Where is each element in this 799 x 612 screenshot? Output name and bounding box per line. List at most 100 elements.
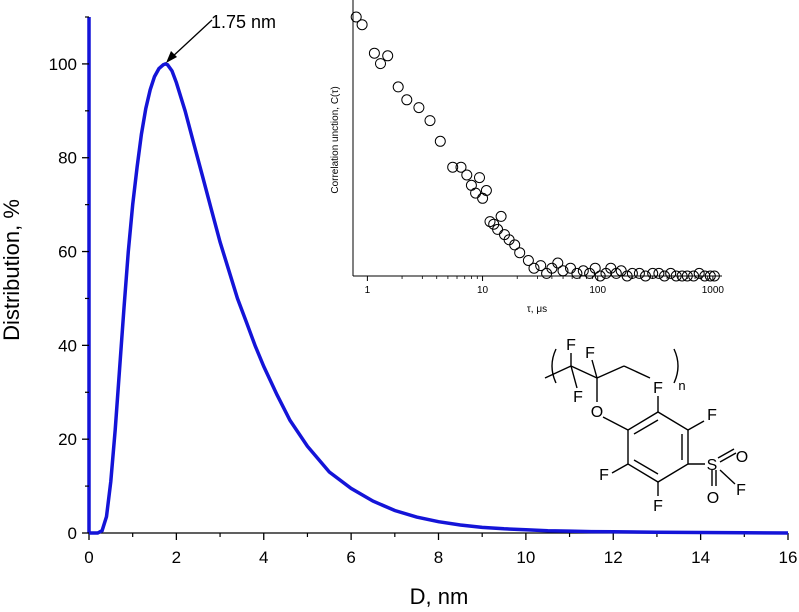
y-tick-label: 40 xyxy=(58,336,77,355)
inset-data-point xyxy=(665,267,677,279)
inset-data-point xyxy=(392,81,404,93)
label-ring-f-left: F xyxy=(599,467,609,484)
inset-data-point xyxy=(424,115,436,127)
ring-double-1 xyxy=(633,419,659,435)
inset-data-point xyxy=(461,169,473,181)
inset-data-point xyxy=(470,187,482,199)
inset-data-point xyxy=(477,192,489,204)
inset-data-point xyxy=(447,161,459,173)
inset-data-point xyxy=(577,265,589,277)
inset-data-point xyxy=(465,179,477,191)
inset-axes xyxy=(352,0,722,277)
inset-data-point xyxy=(480,185,492,196)
inset-data-point xyxy=(495,210,507,222)
inset-data-point xyxy=(368,47,380,59)
inset-data-point xyxy=(541,267,553,279)
x-tick-label: 8 xyxy=(434,548,443,567)
inset-data-point xyxy=(647,267,659,279)
y-axis-label: Distribution, % xyxy=(0,199,24,341)
left-bracket xyxy=(551,348,557,384)
inset-data-point xyxy=(693,267,705,279)
inset-x-tick-label: 1 xyxy=(365,285,371,296)
backbone-bond-1 xyxy=(544,365,572,379)
bond-s-o1-b xyxy=(719,452,737,463)
x-tick-label: 2 xyxy=(172,548,181,567)
peak-annotation: 1.75 nm xyxy=(166,12,276,63)
bond-ring-f-right xyxy=(687,420,705,431)
inset-data-point xyxy=(688,270,700,282)
x-tick-label: 14 xyxy=(691,548,710,567)
inset-data-point xyxy=(535,260,547,272)
inset-data-point xyxy=(557,265,569,277)
inset-data-point xyxy=(350,11,362,23)
inset-points xyxy=(350,11,720,282)
inset-data-point xyxy=(552,257,564,269)
label-f-bottom: F xyxy=(573,389,583,406)
y-tick-label: 100 xyxy=(49,55,77,74)
inset-data-point xyxy=(571,267,583,279)
x-tick-label: 12 xyxy=(604,548,623,567)
bond-f2 xyxy=(591,359,598,379)
x-tick-label: 6 xyxy=(346,548,355,567)
peak-annotation-text: 1.75 nm xyxy=(211,12,276,32)
main-axes xyxy=(87,17,788,534)
inset-data-point xyxy=(401,94,413,106)
inset-data-point xyxy=(626,267,638,279)
label-oxygen: O xyxy=(591,404,603,421)
bond-s-f xyxy=(719,469,736,485)
main-ticks: 0 2 4 6 8 10 12 14 16 0 20 40 60 80 100 xyxy=(49,16,798,567)
y-tick-label: 0 xyxy=(68,524,77,543)
bond-s-o1 xyxy=(717,448,735,459)
label-s-o2: O xyxy=(707,490,719,507)
x-tick-label: 4 xyxy=(259,548,268,567)
distribution-line xyxy=(89,62,789,535)
inset-data-point xyxy=(375,58,386,70)
label-sulfur: S xyxy=(707,457,718,474)
inset-data-point xyxy=(484,216,496,228)
x-tick-label: 0 xyxy=(84,548,93,567)
inset-plot: 1 10 100 1000 τ, μs Correlation unction, C(… xyxy=(330,0,724,315)
bond-f3 xyxy=(570,365,578,389)
label-ring-f-bottom: F xyxy=(653,498,663,515)
inset-x-tick-label: 10 xyxy=(477,285,489,296)
inset-data-point xyxy=(640,270,651,282)
inset-data-point xyxy=(522,255,534,266)
inset-x-axis-label: τ, μs xyxy=(527,304,547,315)
label-ring-f-right: F xyxy=(707,407,717,424)
y-tick-label: 60 xyxy=(58,243,77,262)
x-tick-label: 16 xyxy=(779,548,798,567)
inset-data-point xyxy=(528,262,540,274)
inset-data-point xyxy=(413,102,425,114)
y-tick-label: 20 xyxy=(58,430,77,449)
inset-data-point xyxy=(676,270,688,282)
inset-data-point xyxy=(589,262,601,274)
label-f-top2: F xyxy=(585,345,595,362)
bond-ring-f-left xyxy=(611,463,629,474)
bond-o-ring xyxy=(602,416,629,431)
ring-double-3 xyxy=(633,459,659,475)
inset-data-point xyxy=(434,135,446,147)
inset-ticks: 1 10 100 1000 xyxy=(365,276,724,296)
inset-data-point xyxy=(356,19,368,31)
right-bracket xyxy=(673,348,679,384)
inset-data-point xyxy=(382,50,394,62)
inset-data-point xyxy=(670,270,682,282)
label-ring-f-top: F xyxy=(653,380,663,397)
inset-data-point xyxy=(514,247,526,259)
inset-data-point xyxy=(594,270,606,282)
benzene-ring xyxy=(627,411,689,483)
inset-data-point xyxy=(653,267,665,279)
inset-data-point xyxy=(474,172,485,184)
inset-data-point xyxy=(633,267,645,279)
chemical-structure xyxy=(544,348,737,496)
inset-data-point xyxy=(704,270,716,282)
inset-data-point xyxy=(546,262,558,274)
inset-data-point xyxy=(681,270,693,282)
backbone-bond-2 xyxy=(570,365,598,379)
inset-data-point xyxy=(492,223,504,235)
inset-data-point xyxy=(584,267,596,279)
label-s-o1: O xyxy=(736,449,748,466)
x-tick-label: 10 xyxy=(516,548,535,567)
inset-data-point xyxy=(708,270,720,282)
